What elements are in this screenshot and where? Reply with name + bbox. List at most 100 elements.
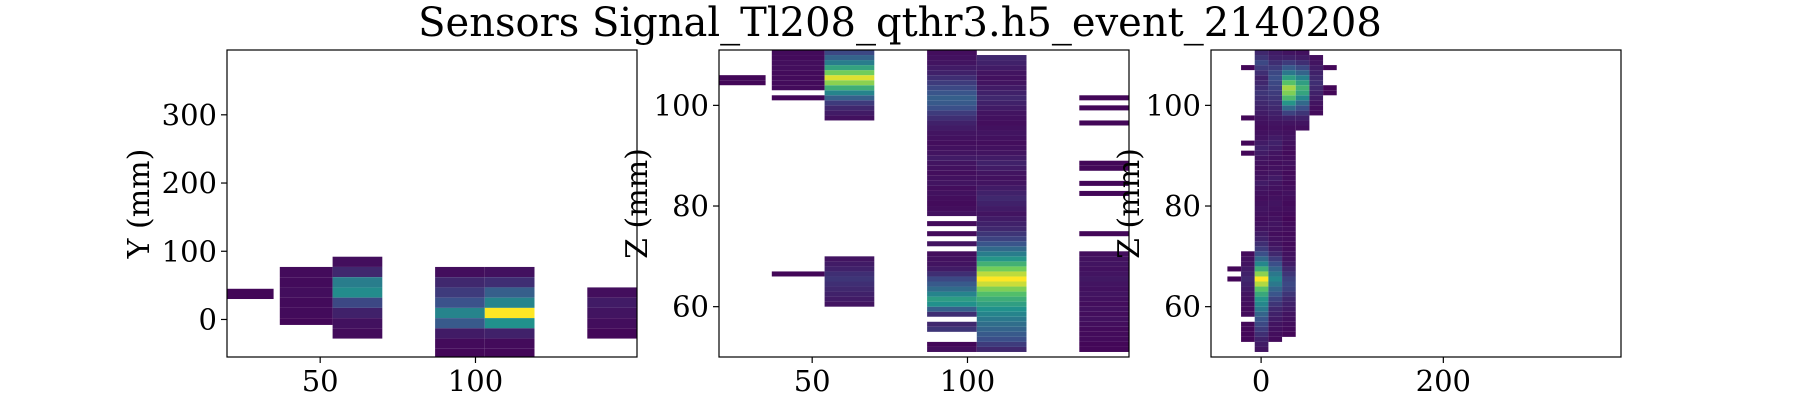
heatmap-cell (1309, 65, 1324, 71)
heatmap-cell (1079, 306, 1129, 312)
heatmap-cell (1282, 120, 1296, 126)
heatmap-cell (1268, 241, 1283, 247)
heatmap-cell (1254, 150, 1269, 156)
heatmap-cell (927, 70, 977, 76)
heatmap-cell (927, 55, 977, 61)
heatmap-cell (1268, 85, 1283, 91)
heatmap-cell (1282, 110, 1296, 116)
heatmap-cell (976, 85, 1027, 91)
heatmap-cell (976, 231, 1027, 237)
heatmap-cell (1079, 311, 1129, 317)
heatmap-cell (435, 348, 485, 357)
heatmap-cell (1268, 206, 1283, 212)
heatmap-cell (771, 55, 825, 61)
heatmap-cell (1254, 306, 1269, 312)
heatmap-cell (976, 271, 1027, 277)
heatmap-cell (1268, 95, 1283, 101)
heatmap-cell (927, 125, 977, 131)
heatmap-cell (1268, 70, 1283, 76)
heatmap-cell (1282, 256, 1296, 262)
heatmap-cell (1282, 331, 1296, 337)
heatmap-cell (976, 180, 1027, 186)
x-tick-label: 50 (302, 364, 339, 398)
heatmap-cell (1282, 301, 1296, 307)
heatmap-cell (976, 75, 1027, 81)
heatmap-cell (1268, 246, 1283, 252)
heatmap-cell (435, 338, 485, 349)
heatmap-cell (1268, 256, 1283, 262)
heatmap-cell (1295, 50, 1310, 56)
heatmap-cell (1227, 266, 1242, 272)
heatmap-cell (1282, 175, 1296, 181)
heatmap-cell (1282, 190, 1296, 196)
heatmap-cell (1254, 231, 1269, 237)
heatmap-cell (1241, 306, 1255, 312)
heatmap-cell (824, 291, 875, 297)
heatmap-cell (976, 120, 1027, 126)
heatmap-cell (587, 328, 637, 339)
heatmap-cell (719, 75, 766, 81)
heatmap-cell (824, 55, 875, 61)
heatmap-cell (1282, 296, 1296, 302)
heatmap-cell (1268, 200, 1283, 207)
heatmap-cell (1295, 55, 1310, 61)
heatmap-cell (1268, 216, 1283, 222)
heatmap-cell (976, 135, 1027, 141)
heatmap-cell (1268, 211, 1283, 217)
heatmap-cell (1254, 155, 1269, 161)
heatmap-cell (1282, 55, 1296, 61)
heatmap-cell (976, 211, 1027, 217)
y-tick-label: 60 (672, 290, 709, 324)
heatmap-cell (771, 75, 825, 81)
heatmap-cell (927, 286, 977, 292)
heatmap-cell (1282, 150, 1296, 156)
heatmap-cell (1282, 321, 1296, 327)
heatmap-cell (927, 200, 977, 207)
heatmap-cell (1282, 170, 1296, 176)
heatmap-cell (976, 316, 1027, 322)
y-tick-label: 60 (1164, 290, 1201, 324)
heatmap-cell (279, 287, 333, 298)
heatmap-cell (976, 110, 1027, 116)
heatmap-cell (1282, 125, 1296, 131)
heatmap-cell (1282, 100, 1296, 106)
heatmap-cell (1323, 90, 1337, 96)
heatmap-cell (435, 287, 485, 298)
heatmap-cell (1282, 231, 1296, 237)
heatmap-cell (1282, 221, 1296, 227)
heatmap-cell (976, 105, 1027, 111)
heatmap-cell (1282, 316, 1296, 322)
heatmap-cell (824, 301, 875, 307)
heatmap-cell (824, 115, 875, 121)
heatmap-cell (1268, 336, 1283, 342)
heatmap-cell (1309, 70, 1324, 76)
heatmap-cell (824, 90, 875, 96)
y-tick-label: 100 (1146, 88, 1201, 122)
heatmap-cell (927, 130, 977, 136)
heatmap-cell (927, 306, 977, 312)
heatmap-cell (1254, 261, 1269, 267)
heatmap-cell (1254, 311, 1269, 317)
heatmap-cell (771, 95, 825, 101)
heatmap-cell (1254, 65, 1269, 71)
heatmap-cell (927, 180, 977, 186)
heatmap-cell (279, 277, 333, 288)
heatmap-cell (1268, 236, 1283, 242)
heatmap-cell (1241, 271, 1255, 277)
heatmap-cell (332, 318, 383, 329)
heatmap-cell (1268, 291, 1283, 297)
y-tick-label: 200 (162, 166, 217, 200)
heatmap-cell (435, 318, 485, 329)
heatmap-cell (927, 155, 977, 161)
heatmap-cell (332, 256, 383, 267)
heatmap-cell (1282, 70, 1296, 76)
heatmap-cell (976, 341, 1027, 347)
heatmap-cell (1295, 125, 1310, 131)
heatmap-cell (484, 277, 535, 288)
heatmap-cell (1254, 341, 1269, 347)
heatmap-cell (927, 291, 977, 297)
heatmap-cell (1079, 296, 1129, 302)
heatmap-cell (1254, 55, 1269, 61)
heatmap-cell (824, 105, 875, 111)
